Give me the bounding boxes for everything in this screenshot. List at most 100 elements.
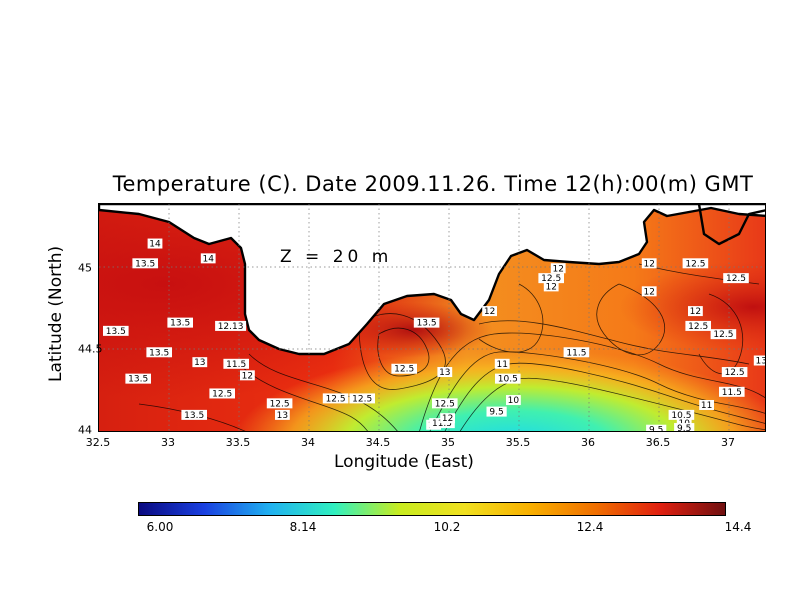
svg-text:9.5: 9.5 <box>649 426 663 432</box>
svg-text:12: 12 <box>242 371 253 381</box>
contour-label: 12.5 <box>209 388 235 399</box>
contour-label: 12.5 <box>266 398 293 409</box>
x-tick-label: 35 <box>441 436 455 449</box>
svg-text:12.13: 12.13 <box>218 322 244 332</box>
svg-text:12.5: 12.5 <box>326 394 346 404</box>
svg-text:12: 12 <box>552 264 563 274</box>
svg-text:12: 12 <box>643 287 654 297</box>
svg-text:13.5: 13.5 <box>417 319 437 329</box>
contour-label: 11 <box>699 399 714 411</box>
svg-text:12.5: 12.5 <box>212 389 232 399</box>
contour-label: 13.5 <box>132 258 158 269</box>
svg-text:10.5: 10.5 <box>498 375 518 385</box>
x-axis-label: Longitude (East) <box>334 452 474 472</box>
x-tick-label: 36 <box>581 436 595 449</box>
contour-label: 13.5 <box>146 347 172 358</box>
contour-label: 14 <box>147 238 163 250</box>
contour-label: 12.13 <box>215 320 247 332</box>
svg-text:12.5: 12.5 <box>394 365 414 375</box>
x-tick-label: 37 <box>721 436 735 449</box>
svg-text:11.5: 11.5 <box>722 388 742 398</box>
contour-label: 12.5 <box>721 367 748 378</box>
svg-text:12.5: 12.5 <box>726 274 746 284</box>
colorbar-tick-label: 14.4 <box>724 520 752 534</box>
svg-text:10: 10 <box>508 396 520 406</box>
contour-label: 13 <box>275 409 290 421</box>
colorbar-tick-label: 6.00 <box>146 520 174 534</box>
contour-label: 12 <box>688 306 703 317</box>
svg-text:13: 13 <box>755 357 766 367</box>
x-tick-label: 33.5 <box>225 436 251 449</box>
contour-label: 12.5 <box>349 393 375 404</box>
y-tick-label: 44.5 <box>78 342 103 356</box>
contour-label: 12.5 <box>710 329 737 340</box>
y-tick-label: 44 <box>78 423 92 437</box>
svg-text:13: 13 <box>194 358 205 368</box>
x-tick-label: 36.5 <box>645 436 671 449</box>
svg-text:13.5: 13.5 <box>128 375 148 385</box>
contour-label: 13.5 <box>125 373 151 385</box>
map-plot-area: 14 13.5 14 13.5 12.13 13.5 13.5 13 11.5 12 13.5 12.… <box>98 203 766 432</box>
svg-text:12: 12 <box>545 282 556 292</box>
x-tick-label: 32.5 <box>85 436 111 449</box>
svg-text:13.5: 13.5 <box>184 411 204 421</box>
svg-text:9.5: 9.5 <box>489 408 503 418</box>
colorbar-tick-label: 12.4 <box>576 520 604 534</box>
graticule-lines <box>99 204 765 431</box>
contour-label: 12.5 <box>432 398 458 409</box>
contour-label: 14 <box>200 253 216 264</box>
contour-label: 9.5 <box>646 424 667 432</box>
contour-label: 11.5 <box>719 386 745 398</box>
svg-text:12: 12 <box>442 414 453 424</box>
chart-title: Temperature (C). Date 2009.11.26. Time 1… <box>112 172 754 196</box>
crimea-landmass <box>99 204 765 356</box>
contour-label: 13 <box>437 367 453 378</box>
svg-text:12.5: 12.5 <box>725 368 745 378</box>
svg-text:12: 12 <box>690 307 701 317</box>
x-tick-label: 35.5 <box>505 436 531 449</box>
contour-label: 12.5 <box>682 258 709 269</box>
colorbar-tick-label: 10.2 <box>433 520 461 534</box>
svg-text:11.5: 11.5 <box>226 360 246 370</box>
x-tick-label: 34.5 <box>365 436 391 449</box>
contour-label: 12.5 <box>391 363 417 375</box>
svg-text:12.5: 12.5 <box>352 394 372 404</box>
svg-text:9.5: 9.5 <box>677 424 691 432</box>
contour-label: 11.5 <box>563 347 590 358</box>
contour-label: 13.5 <box>167 317 193 329</box>
svg-text:13.5: 13.5 <box>106 327 126 337</box>
svg-text:13.5: 13.5 <box>135 259 155 269</box>
svg-text:12.5: 12.5 <box>688 322 708 332</box>
svg-text:14: 14 <box>202 254 214 264</box>
svg-text:12.5: 12.5 <box>541 274 561 284</box>
svg-text:12: 12 <box>643 259 654 269</box>
contour-label: 10.5 <box>495 373 521 385</box>
contour-label: 12 <box>240 370 255 381</box>
contour-label: 12 <box>550 263 566 274</box>
svg-text:13.5: 13.5 <box>170 319 190 329</box>
contour-label: 12 <box>440 413 455 424</box>
x-tick-label: 33 <box>161 436 175 449</box>
svg-text:12.5: 12.5 <box>685 259 705 269</box>
contour-label: 12.5 <box>322 393 349 404</box>
contour-label: 13.5 <box>413 317 440 329</box>
y-tick-label: 45 <box>78 261 92 275</box>
depth-label: Z = 20 m <box>280 247 393 267</box>
contour-label: 9.5 <box>486 406 507 418</box>
contour-label: 10.5 <box>668 409 695 421</box>
svg-text:12.5: 12.5 <box>435 399 455 409</box>
svg-text:12: 12 <box>484 307 495 317</box>
contour-label: 13.5 <box>103 325 129 337</box>
colorbar <box>138 502 726 516</box>
svg-text:11: 11 <box>701 401 712 411</box>
svg-text:13: 13 <box>439 368 450 378</box>
contour-label: 12 <box>543 281 559 292</box>
x-tick-label: 34 <box>301 436 315 449</box>
colorbar-tick-label: 8.14 <box>289 520 317 534</box>
contour-label: 13 <box>192 357 208 368</box>
contour-label: 9.5 <box>674 423 695 432</box>
contour-label: 12.5 <box>538 273 564 284</box>
svg-text:10.5: 10.5 <box>671 411 691 421</box>
